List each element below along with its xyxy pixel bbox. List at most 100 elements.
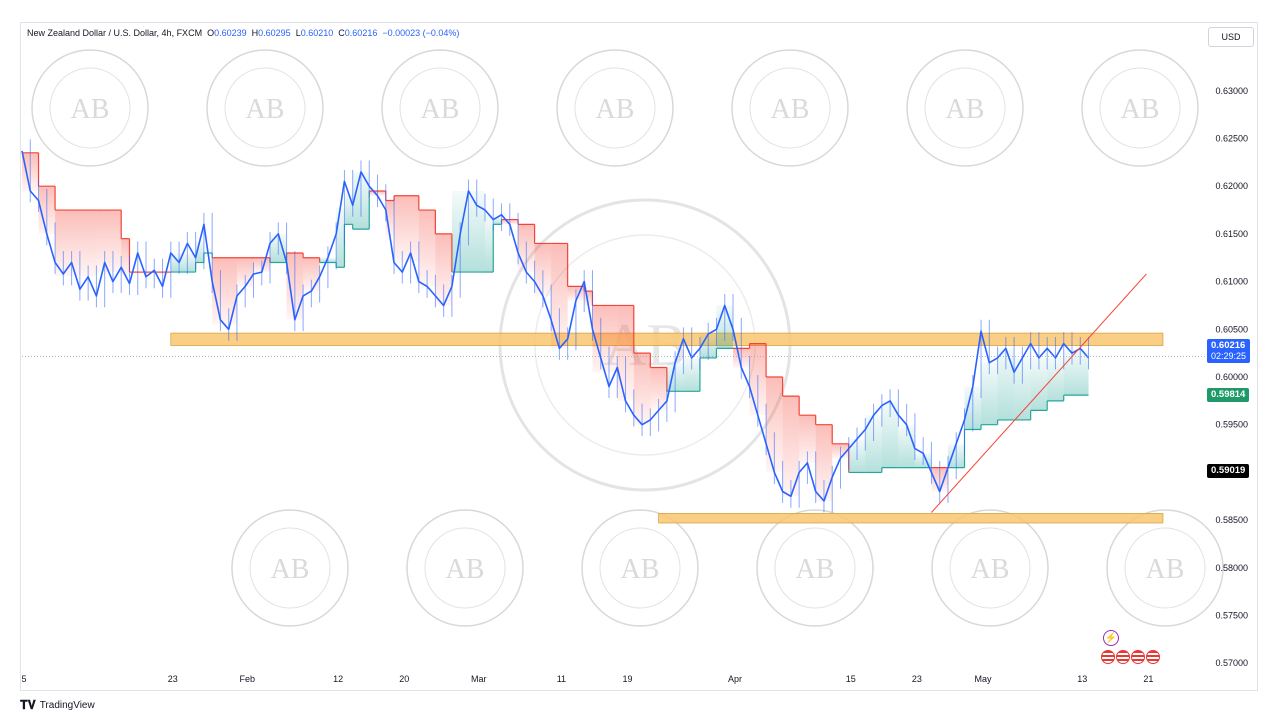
trailing-fill <box>981 362 998 425</box>
x-tick-label: 23 <box>912 674 922 684</box>
footer-branding: 𝐓𝐕 TradingView <box>20 698 95 713</box>
trailing-fill <box>195 241 204 263</box>
low-label: L <box>295 28 301 38</box>
trailing-fill <box>212 257 237 325</box>
watermark-inner-ring <box>249 527 331 609</box>
trailing-fill <box>633 353 651 425</box>
time-axis[interactable]: 5 23 Feb 12 20 Mar 11 19 Apr 15 23 May 13 21 <box>21 674 1153 684</box>
watermark-inner-ring <box>924 67 1006 149</box>
trailing-fill <box>1047 357 1064 401</box>
watermark-ring <box>931 509 1049 627</box>
watermark-ring <box>906 49 1024 167</box>
watermark-ring <box>731 49 849 167</box>
trailing-fill <box>493 217 502 225</box>
crosshair-price-tag: 0.59019 <box>1207 463 1250 478</box>
price-series-layer <box>21 139 1205 513</box>
watermark-ring <box>1106 509 1224 627</box>
watermark-ring <box>1081 49 1199 167</box>
watermark-ring <box>556 49 674 167</box>
trailing-fill <box>584 291 593 306</box>
x-tick-label: 11 <box>557 674 566 684</box>
currency-button[interactable]: USD <box>1208 27 1254 47</box>
trailing-fill <box>121 238 130 276</box>
trailing-fill <box>1063 350 1089 396</box>
y-tick-label: 0.61000 <box>1215 277 1248 287</box>
watermark-initials: AB <box>596 94 635 125</box>
watermark-initials: AB <box>71 94 110 125</box>
economic-events[interactable] <box>1101 650 1160 664</box>
high-value: 0.60295 <box>258 28 291 38</box>
y-tick-label: 0.59500 <box>1215 420 1248 430</box>
watermark-ring <box>406 509 524 627</box>
us-flag-icon[interactable] <box>1116 650 1130 664</box>
y-tick-label: 0.60000 <box>1215 372 1248 382</box>
watermark-initials: AB <box>621 554 660 585</box>
last-price-value: 0.60216 <box>1211 339 1246 351</box>
chart-frame[interactable] <box>20 22 1258 691</box>
trailing-fill <box>385 200 395 237</box>
trailing-stop-layer <box>22 152 1089 502</box>
trailing-fill <box>1014 357 1031 420</box>
symbol-legend: New Zealand Dollar / U.S. Dollar, 4h, FX… <box>27 28 459 38</box>
trendline-layer <box>931 273 1147 513</box>
watermark-initials: AB <box>946 94 985 125</box>
brand-name: TradingView <box>39 700 95 711</box>
trailing-fill <box>551 243 568 349</box>
trailing-fill <box>484 214 494 273</box>
watermark-initials: AB <box>771 94 810 125</box>
x-tick-label: 13 <box>1077 674 1087 684</box>
watermark-inner-ring <box>1099 67 1181 149</box>
y-tick-label: 0.57000 <box>1215 658 1248 668</box>
trailing-fill <box>55 210 97 276</box>
y-tick-label: 0.58000 <box>1215 563 1248 573</box>
trailing-fill <box>435 233 452 306</box>
x-tick-label: 19 <box>623 674 633 684</box>
watermark-ring <box>756 509 874 627</box>
lightning-icon[interactable]: ⚡ <box>1103 630 1119 646</box>
watermark-inner-ring <box>49 67 131 149</box>
high-label: H <box>251 28 259 38</box>
x-tick-label: 23 <box>168 674 178 684</box>
close-value: 0.60216 <box>344 28 378 38</box>
trailing-fill <box>336 207 345 268</box>
trailing-fill <box>782 396 800 497</box>
y-tick-label: 0.57500 <box>1215 611 1248 621</box>
support-resistance-zones <box>170 332 1164 524</box>
tradingview-logo-icon: 𝐓𝐕 <box>20 698 36 712</box>
us-flag-icon[interactable] <box>1146 650 1160 664</box>
us-flag-icon[interactable] <box>1131 650 1145 664</box>
x-tick-label: 20 <box>399 674 409 684</box>
change-value: −0.00023 (−0.04%) <box>382 28 460 38</box>
watermark-inner-ring <box>749 67 831 149</box>
watermark-inner-ring <box>424 527 506 609</box>
trailing-fill <box>865 415 882 473</box>
watermark-initials: AB <box>1146 554 1185 585</box>
watermark-inner-ring <box>224 67 306 149</box>
watermark-initials: AB <box>421 94 460 125</box>
close-label: C <box>338 28 345 38</box>
trailing-fill <box>96 210 122 273</box>
y-tick-label: 0.61500 <box>1215 229 1248 239</box>
trailing-fill <box>997 348 1015 420</box>
watermark-inner-ring <box>1124 527 1206 609</box>
watermark-inner-ring <box>399 67 481 149</box>
watermark-ring <box>231 509 349 627</box>
symbol-title: New Zealand Dollar / U.S. Dollar, 4h, FX… <box>27 28 203 38</box>
x-tick-label: Apr <box>728 674 742 684</box>
watermark-inner-ring <box>599 527 681 609</box>
open-value: 0.60239 <box>214 28 247 38</box>
trailing-fill <box>766 377 783 473</box>
trailing-fill <box>394 195 419 263</box>
watermark-initials: AB <box>246 94 285 125</box>
price-line <box>21 150 1090 502</box>
trailing-fill <box>683 357 700 392</box>
x-tick-label: 15 <box>846 674 856 684</box>
x-tick-label: Mar <box>471 674 487 684</box>
us-flag-icon[interactable] <box>1101 650 1115 664</box>
y-tick-label: 0.62000 <box>1215 181 1248 191</box>
x-tick-label: 12 <box>333 674 343 684</box>
trailing-fill <box>534 243 552 296</box>
watermark-ring <box>381 49 499 167</box>
trend-line <box>931 273 1147 513</box>
